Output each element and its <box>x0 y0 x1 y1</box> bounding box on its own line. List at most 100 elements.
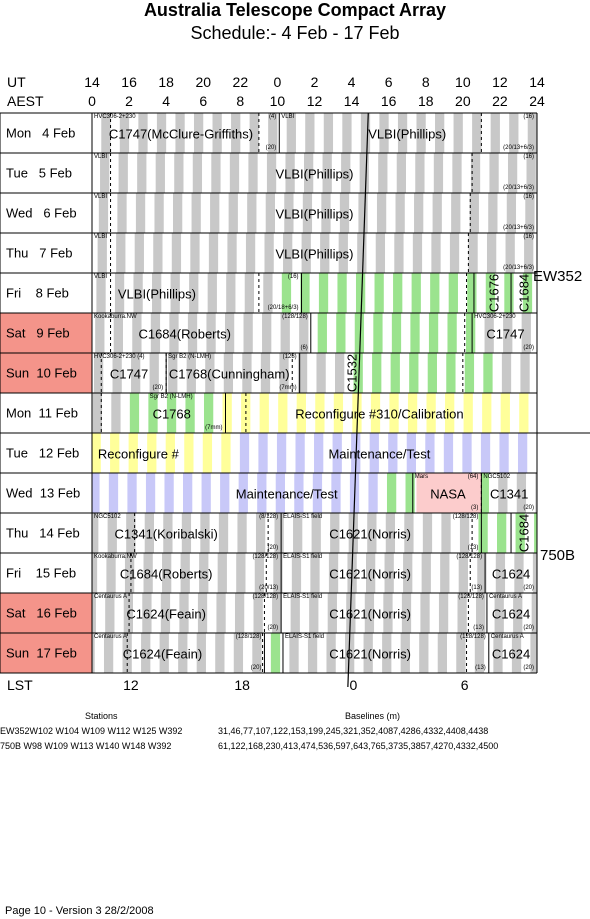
sidereal-stripe <box>205 353 215 393</box>
sidereal-stripe <box>338 233 348 273</box>
block-source-label: VLBI <box>94 274 108 280</box>
sidereal-stripe <box>386 473 397 513</box>
config-750b: 750B <box>540 547 576 564</box>
sidereal-stripe <box>458 553 468 593</box>
block-bottom-note: (13) <box>467 545 479 551</box>
sidereal-stripe <box>294 473 304 513</box>
sidereal-stripe <box>397 113 408 153</box>
sidereal-stripe <box>405 473 415 513</box>
sidereal-stripe <box>156 113 167 153</box>
sidereal-stripe <box>453 113 463 153</box>
sidereal-stripe <box>484 313 494 353</box>
sidereal-stripe <box>258 433 268 473</box>
block-source-label: Centaurus A <box>488 594 522 600</box>
sidereal-stripe <box>524 233 534 273</box>
sidereal-stripe <box>297 353 308 393</box>
sidereal-stripe <box>525 193 535 233</box>
sidereal-stripe <box>206 313 216 353</box>
sidereal-stripe <box>368 473 378 513</box>
sidereal-stripe <box>92 633 95 673</box>
sidereal-stripe <box>248 153 258 193</box>
sidereal-stripe <box>270 633 281 673</box>
sidereal-stripe <box>322 153 332 193</box>
sidereal-stripe <box>400 633 410 673</box>
block-label: Maintenance/Test <box>328 446 431 462</box>
sidereal-stripe <box>264 233 274 273</box>
block-bottom-note: (7mm) <box>205 425 223 431</box>
sidereal-stripe <box>207 273 217 313</box>
sidereal-stripe <box>318 273 329 313</box>
sidereal-stripe <box>116 233 126 273</box>
sidereal-stripe <box>123 593 134 633</box>
sidereal-stripe <box>229 153 240 193</box>
sidereal-stripe <box>316 353 326 393</box>
sidereal-stripe <box>497 513 507 553</box>
sidereal-stripe <box>113 313 123 353</box>
sidereal-stripe <box>462 433 472 473</box>
sidereal-stripe <box>95 313 105 353</box>
sidereal-stripe <box>428 313 439 353</box>
sidereal-stripe <box>183 473 193 513</box>
sidereal-stripe <box>500 393 510 433</box>
block-label: C1621(Norris) <box>329 566 411 582</box>
block-bottom-note: (20) <box>523 505 534 511</box>
sidereal-stripe <box>152 273 162 313</box>
sidereal-stripe <box>367 513 377 553</box>
sidereal-stripe <box>369 433 379 473</box>
sidereal-stripe <box>103 633 114 673</box>
sidereal-stripe <box>472 113 482 153</box>
block-label: VLBI(Phillips) <box>117 286 196 302</box>
block-top-note: (128/128) <box>282 314 308 320</box>
block-label: C1768 <box>152 406 191 422</box>
sidereal-stripe <box>505 233 515 273</box>
block-source-label: VLBI <box>94 194 108 200</box>
sidereal-stripe <box>263 273 273 313</box>
sidereal-stripe <box>222 393 232 433</box>
sidereal-stripe <box>463 393 473 433</box>
sidereal-stripe <box>155 153 165 193</box>
day-label-text: Mon 4 Feb <box>6 125 76 141</box>
sidereal-stripe <box>477 553 487 593</box>
sidereal-stripe <box>438 593 449 633</box>
sidereal-stripe <box>180 553 190 593</box>
sidereal-stripe <box>520 353 530 393</box>
block-source-label: NGC5102 <box>94 514 121 520</box>
sidereal-stripe <box>404 513 414 553</box>
day-label: Fri 15 Feb <box>0 553 91 593</box>
sidereal-stripe <box>391 313 402 353</box>
sidereal-stripe <box>415 153 425 193</box>
sidereal-stripe <box>382 633 392 673</box>
block-source-label: NGC5102 <box>483 474 511 480</box>
block-label: C1624(Feain) <box>122 646 203 662</box>
sidereal-stripe <box>97 233 107 273</box>
day-label: Thu 14 Feb <box>0 513 91 553</box>
sidereal-stripe <box>326 633 336 673</box>
block-label: C1747 <box>109 366 149 382</box>
sidereal-stripe <box>197 593 208 633</box>
day-label-text: Wed 6 Feb <box>6 205 77 221</box>
sidereal-stripe <box>216 593 226 633</box>
block-label: C1624 <box>491 566 531 582</box>
sidereal-stripe <box>286 113 296 153</box>
sidereal-stripe <box>273 553 283 593</box>
sidereal-stripe <box>337 273 347 313</box>
block-bottom-note: (13) <box>475 665 486 671</box>
sidereal-stripe <box>227 233 237 273</box>
sidereal-stripe <box>236 553 246 593</box>
block-top-note: (128) <box>282 354 297 360</box>
sidereal-stripe <box>403 553 413 593</box>
sidereal-stripe <box>108 473 119 513</box>
day-label: Mon 4 Feb <box>0 113 91 153</box>
sidereal-stripe <box>150 313 161 353</box>
sidereal-stripe <box>332 433 342 473</box>
sidereal-stripe <box>124 553 135 593</box>
sidereal-stripe <box>534 513 537 553</box>
sidereal-stripe <box>410 313 420 353</box>
sidereal-stripe <box>249 113 259 153</box>
sidereal-stripe <box>311 513 321 553</box>
sidereal-stripe <box>432 193 442 233</box>
sidereal-stripe <box>96 273 106 313</box>
block-bottom-note: (20) <box>267 545 279 551</box>
aest-tick-label: 12 <box>306 93 323 109</box>
